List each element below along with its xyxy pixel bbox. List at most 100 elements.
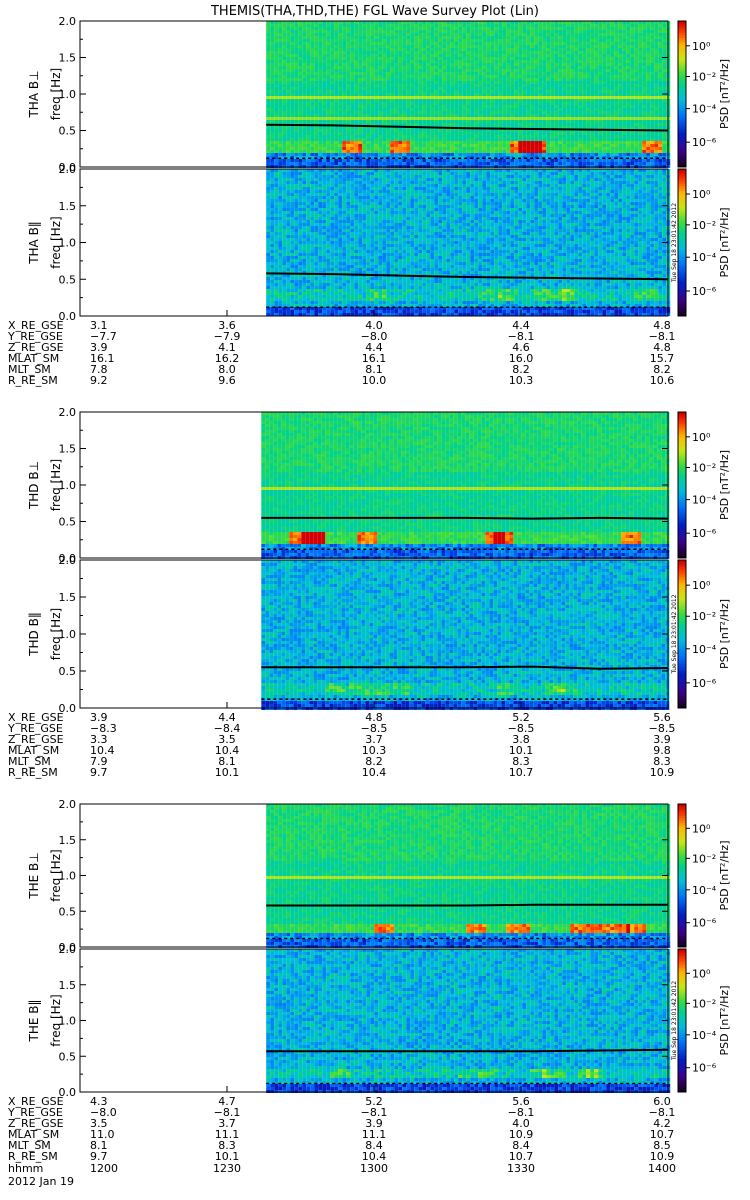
spectrogram-cell <box>326 93 330 96</box>
spectrogram-cell <box>414 27 418 30</box>
spectrogram-cell <box>522 111 526 114</box>
spectrogram-cell <box>466 114 470 117</box>
spectrogram-cell <box>438 162 442 165</box>
spectrogram-cell <box>606 159 610 162</box>
spectrogram-cell <box>614 54 618 57</box>
spectrogram-cell <box>474 138 478 141</box>
spectrogram-cell <box>582 39 586 42</box>
spectrogram-cell <box>494 33 498 36</box>
spectrogram-cell <box>550 69 554 72</box>
spectrogram-cell <box>330 153 334 156</box>
spectrogram-cell <box>426 147 430 150</box>
spectrogram-cell <box>302 153 306 156</box>
spectrogram-cell <box>482 96 486 99</box>
spectrogram-cell <box>470 84 474 87</box>
spectrogram-cell <box>354 84 358 87</box>
spectrogram-cell <box>426 111 430 114</box>
spectrogram-cell <box>282 87 286 90</box>
spectrogram-cell <box>510 147 514 150</box>
spectrogram-cell <box>350 66 354 69</box>
spectrogram-cell <box>334 48 338 51</box>
spectrogram-cell <box>626 57 630 60</box>
spectrogram-cell <box>518 159 522 162</box>
spectrogram-cell <box>398 36 402 39</box>
spectrogram-cell <box>294 99 298 102</box>
spectrogram-cell <box>306 24 310 27</box>
spectrogram-cell <box>458 57 462 60</box>
spectrogram-cell <box>534 39 538 42</box>
spectrogram-cell <box>382 87 386 90</box>
spectrogram-cell <box>614 159 618 162</box>
spectrogram-cell <box>518 51 522 54</box>
spectrogram-cell <box>526 90 530 93</box>
spectrogram-cell <box>290 120 294 123</box>
spectrogram-cell <box>562 36 566 39</box>
spectrogram-cell <box>466 27 470 30</box>
spectrogram-cell <box>338 114 342 117</box>
spectrogram-cell <box>402 108 406 111</box>
spectrogram-cell <box>598 123 602 126</box>
spectrogram-cell <box>466 45 470 48</box>
spectrogram-cell <box>646 78 650 81</box>
spectrogram-cell <box>354 138 358 141</box>
spectrogram-cell <box>494 135 498 138</box>
spectrogram-cell <box>442 141 446 144</box>
spectrogram-cell <box>266 48 270 51</box>
spectrogram-cell <box>402 147 406 150</box>
spectrogram-cell <box>630 141 634 144</box>
spectrogram-cell <box>298 144 302 147</box>
spectrogram-cell <box>478 111 482 114</box>
spectrogram-cell <box>426 162 430 165</box>
spectrogram-cell <box>366 57 370 60</box>
spectrogram-cell <box>582 96 586 99</box>
spectrogram-cell <box>390 159 394 162</box>
spectrogram-cell <box>630 51 634 54</box>
spectrogram-cell <box>494 93 498 96</box>
spectrogram-cell <box>414 147 418 150</box>
spectrogram-cell <box>390 132 394 135</box>
spectrogram-cell <box>286 54 290 57</box>
spectrogram-cell <box>398 90 402 93</box>
spectrogram-cell <box>658 87 662 90</box>
spectrogram-cell <box>306 75 310 78</box>
spectrogram-cell <box>462 69 466 72</box>
spectrogram-cell <box>342 90 346 93</box>
spectrogram-cell <box>366 111 370 114</box>
spectrogram-cell <box>286 69 290 72</box>
spectrogram-cell <box>530 93 534 96</box>
spectrogram-cell <box>454 51 458 54</box>
spectrogram-cell <box>434 117 438 120</box>
spectrogram-cell <box>326 66 330 69</box>
spectrogram-cell <box>450 147 454 150</box>
spectrogram-cell <box>278 132 282 135</box>
spectrogram-cell <box>426 102 430 105</box>
spectrogram-cell <box>570 147 574 150</box>
spectrogram-cell <box>406 51 410 54</box>
spectrogram-cell <box>598 42 602 45</box>
spectrogram-cell <box>362 117 366 120</box>
spectrogram-cell <box>358 150 362 153</box>
spectrogram-cell <box>518 75 522 78</box>
spectrogram-cell <box>366 42 370 45</box>
spectrogram-cell <box>606 99 610 102</box>
spectrogram-cell <box>630 117 634 120</box>
spectrogram-cell <box>286 27 290 30</box>
spectrogram-cell <box>266 150 270 153</box>
spectrogram-cell <box>370 81 374 84</box>
spectrogram-cell <box>634 147 638 150</box>
spectrogram-cell <box>458 54 462 57</box>
spectrogram-cell <box>438 108 442 111</box>
spectrogram-cell <box>358 27 362 30</box>
spectrogram-cell <box>634 60 638 63</box>
spectrogram-cell <box>414 93 418 96</box>
spectrogram-cell <box>330 84 334 87</box>
spectrogram-cell <box>442 24 446 27</box>
spectrogram-cell <box>298 102 302 105</box>
spectrogram-cell <box>278 117 282 120</box>
spectrogram-cell <box>390 117 394 120</box>
spectrogram-cell <box>266 66 270 69</box>
spectrogram-cell <box>454 132 458 135</box>
spectrogram-cell <box>446 87 450 90</box>
spectrogram-cell <box>346 159 350 162</box>
spectrogram-cell <box>374 39 378 42</box>
